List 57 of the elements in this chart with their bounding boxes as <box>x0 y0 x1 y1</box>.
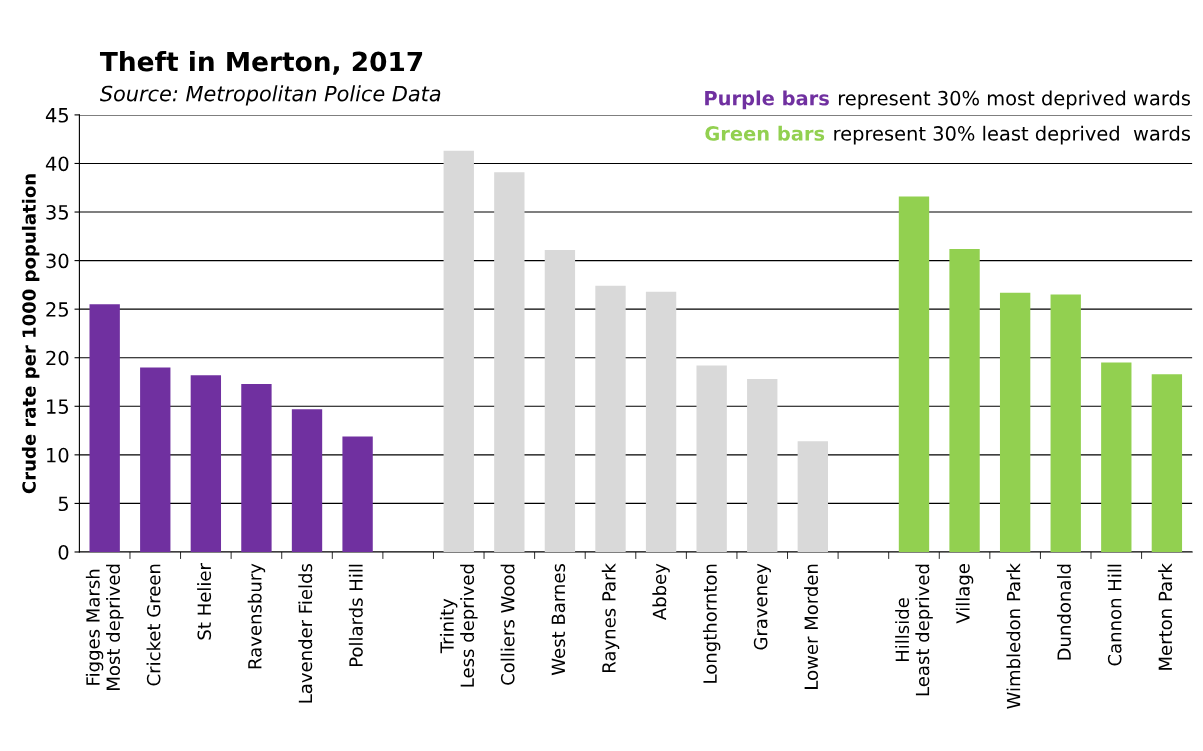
y-tick-label: 15 <box>47 399 68 414</box>
x-tick-label: Abbey <box>652 563 670 621</box>
bar <box>898 196 930 552</box>
x-tick-label: Merton Park <box>1158 563 1173 670</box>
source-note: Source: Metropolitan Police Data <box>99 85 441 106</box>
x-tick-label: Cannon Hill <box>1107 564 1122 666</box>
bar <box>1151 374 1183 552</box>
x-tick-label: Raynes Park <box>601 563 620 672</box>
y-tick-label: 30 <box>46 253 69 269</box>
y-tick-label: 45 <box>45 108 68 123</box>
x-tick-label: Graveney <box>753 563 771 650</box>
bar <box>696 365 727 552</box>
x-tick-label: Hillside Least deprived <box>895 564 933 696</box>
x-tick-label: West Barnes <box>551 563 566 676</box>
bar <box>1101 362 1132 552</box>
bar <box>1050 294 1081 552</box>
bar <box>241 383 272 552</box>
y-tick-label: 20 <box>46 350 69 366</box>
y-tick-label: 35 <box>46 204 68 220</box>
y-tick-label: 10 <box>47 447 69 463</box>
y-tick-label: 40 <box>45 156 69 172</box>
bar <box>89 304 120 552</box>
y-tick-label: 0 <box>58 544 69 560</box>
y-tick-label: 25 <box>46 302 68 317</box>
x-tick-label: Lavender Fields <box>298 563 313 703</box>
bar <box>494 172 525 552</box>
bar <box>949 248 980 552</box>
x-tick-label: Trinity Less deprived <box>439 564 478 687</box>
bar <box>342 436 373 552</box>
bar <box>443 150 474 552</box>
text: represent 30% most deprived wards <box>838 90 1191 110</box>
annotation: Green bars <box>705 125 825 141</box>
bar <box>645 291 677 552</box>
bar <box>747 379 778 552</box>
y-tick-label: 5 <box>58 496 68 512</box>
x-tick-label: Wimbledon Park <box>1006 563 1021 709</box>
annotation: represent 30% least deprived wards <box>834 125 1191 145</box>
bar <box>140 367 171 552</box>
x-tick-label: Ravensbury <box>247 563 266 669</box>
x-tick-label: Lower Morden <box>804 564 819 689</box>
y-axis-title: Crude rate per 1000 population <box>21 174 40 494</box>
text: Purple bars <box>705 90 829 110</box>
bar <box>595 285 626 552</box>
x-tick-label: Longthornton <box>702 564 721 683</box>
x-tick-label: Cricket Green <box>146 564 161 686</box>
x-tick-label: Figges Marsh Most deprived <box>85 564 124 690</box>
bar <box>797 441 828 552</box>
x-tick-label: St Helier <box>197 563 212 640</box>
chart-title: Theft in Merton, 2017 <box>99 51 423 75</box>
bar <box>291 409 323 552</box>
x-tick-label: Pollards Hill <box>348 564 363 667</box>
bar <box>190 375 222 552</box>
x-tick-label: Village <box>955 564 974 624</box>
bar <box>999 292 1031 552</box>
x-tick-label: Dundonald <box>1056 564 1071 660</box>
bar <box>544 249 576 552</box>
x-tick-label: Colliers Wood <box>500 564 515 685</box>
